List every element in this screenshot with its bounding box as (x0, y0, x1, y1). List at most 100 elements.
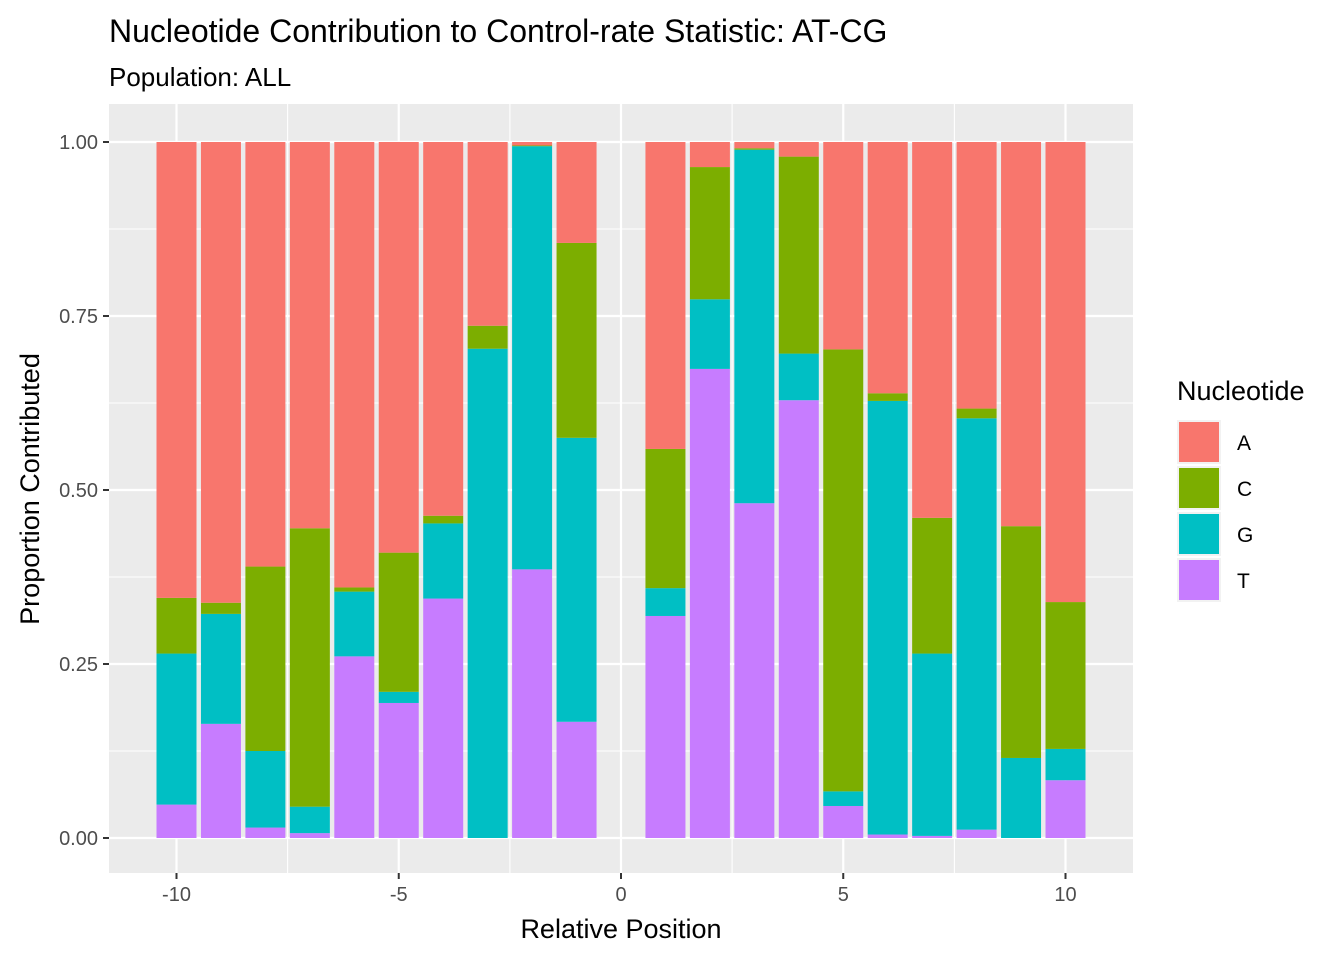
bar-segment-G-pos--6 (334, 591, 375, 657)
bar-segment-C-pos-2 (689, 167, 730, 300)
legend-label-T: T (1237, 570, 1250, 593)
bar-segment-C-pos-3 (734, 148, 775, 150)
bar-segment-C-pos-1 (645, 448, 686, 589)
x-tick-label: 10 (1054, 884, 1076, 906)
y-axis-title: Proportion Contributed (15, 353, 45, 625)
bar-segment-G-pos-3 (734, 149, 775, 504)
bar-segment-C-pos--3 (467, 325, 508, 349)
bar-segment-A-pos--5 (378, 142, 419, 553)
bar-segment-A-pos-9 (1001, 142, 1042, 527)
legend-label-G: G (1237, 524, 1253, 547)
legend-swatch-C (1179, 468, 1219, 508)
bar-segment-G-pos-7 (912, 653, 953, 836)
bar-segment-A-pos-7 (912, 142, 953, 518)
legend-label-C: C (1237, 478, 1252, 501)
bar-segment-G-pos--7 (289, 806, 330, 834)
x-tick-label: -10 (162, 884, 191, 906)
bar-segment-T-pos-8 (956, 829, 997, 838)
bar-segment-G-pos--9 (200, 613, 241, 724)
bar-segment-C-pos--8 (245, 566, 286, 751)
bar-segment-T-pos-4 (778, 400, 819, 838)
bar-segment-A-pos-5 (823, 142, 864, 350)
bar-segment-C-pos-4 (778, 156, 819, 354)
bar-segment-A-pos-1 (645, 142, 686, 449)
bar-segment-T-pos-7 (912, 835, 953, 838)
bar-segment-A-pos-3 (734, 142, 775, 149)
bar-segment-G-pos--1 (556, 437, 597, 722)
bar-segment-G-pos--10 (156, 653, 197, 805)
x-tick-label: -5 (390, 884, 408, 906)
y-tick-label: 0.00 (59, 828, 98, 850)
bar-segment-C-pos--9 (200, 602, 241, 614)
bar-segment-T-pos--9 (200, 723, 241, 838)
bar-segment-C-pos-9 (1001, 526, 1042, 758)
bar-segment-A-pos--1 (556, 142, 597, 243)
bar-segment-C-pos--10 (156, 597, 197, 654)
bar-segment-T-pos--8 (245, 827, 286, 838)
bar-segment-A-pos-10 (1045, 142, 1086, 603)
bar-segment-G-pos--3 (467, 348, 508, 838)
bar-segment-G-pos-2 (689, 299, 730, 369)
bar-segment-C-pos--6 (334, 587, 375, 592)
bar-segment-A-pos-2 (689, 142, 730, 168)
bar-segment-A-pos--3 (467, 142, 508, 326)
bar-segment-C-pos--2 (512, 145, 553, 147)
bar-segment-G-pos-10 (1045, 748, 1086, 781)
y-axis: 0.00 0.25 0.50 0.75 1.00 (59, 132, 109, 850)
bar-segment-A-pos--9 (200, 142, 241, 603)
bar-segment-G-pos-9 (1001, 757, 1042, 838)
bar-segment-T-pos--1 (556, 721, 597, 838)
bar-segment-C-pos--4 (423, 515, 464, 524)
bar-segment-A-pos--4 (423, 142, 464, 516)
bar-segment-G-pos-4 (778, 353, 819, 401)
y-tick-label: 0.50 (59, 480, 98, 502)
legend-swatch-G (1179, 514, 1219, 554)
bar-segment-G-pos-1 (645, 588, 686, 616)
bar-segment-C-pos-6 (867, 393, 908, 401)
bar-segment-A-pos--8 (245, 142, 286, 567)
bar-segment-G-pos--4 (423, 523, 464, 599)
bar-segment-A-pos--2 (512, 142, 553, 146)
bar-segment-G-pos-5 (823, 791, 864, 806)
bar-segment-C-pos--1 (556, 242, 597, 438)
bar-segment-C-pos--5 (378, 552, 419, 692)
chart-subtitle: Population: ALL (109, 62, 291, 92)
bar-segment-A-pos-8 (956, 142, 997, 409)
bar-segment-A-pos--10 (156, 142, 197, 598)
x-axis-title: Relative Position (520, 914, 721, 944)
legend-swatch-A (1179, 422, 1219, 462)
legend-label-A: A (1237, 432, 1251, 455)
bar-segment-C-pos--7 (289, 528, 330, 807)
bar-segment-T-pos--2 (512, 569, 553, 838)
bar-segment-C-pos-10 (1045, 602, 1086, 749)
legend-title: Nucleotide (1177, 376, 1305, 406)
bar-segment-G-pos-6 (867, 400, 908, 835)
bar-segment-A-pos-6 (867, 142, 908, 394)
bar-segment-T-pos--4 (423, 598, 464, 838)
legend-swatch-T (1179, 560, 1219, 600)
y-tick-label: 0.25 (59, 654, 98, 676)
bar-segment-T-pos-3 (734, 503, 775, 838)
bar-segment-T-pos-6 (867, 834, 908, 838)
bars-group (156, 142, 1086, 838)
bar-segment-G-pos--8 (245, 751, 286, 828)
bar-segment-T-pos-1 (645, 615, 686, 838)
bar-segment-C-pos-7 (912, 517, 953, 654)
y-tick-label: 0.75 (59, 306, 98, 328)
bar-segment-T-pos--5 (378, 702, 419, 838)
bar-segment-G-pos--5 (378, 691, 419, 703)
x-tick-label: 0 (615, 884, 626, 906)
bar-segment-A-pos-4 (778, 142, 819, 157)
x-tick-label: 5 (838, 884, 849, 906)
bar-segment-T-pos--7 (289, 833, 330, 838)
y-tick-label: 1.00 (59, 132, 98, 154)
bar-segment-C-pos-5 (823, 349, 864, 792)
bar-segment-G-pos-8 (956, 418, 997, 830)
bar-segment-A-pos--7 (289, 142, 330, 529)
bar-segment-G-pos--2 (512, 146, 553, 570)
bar-segment-T-pos-10 (1045, 780, 1086, 838)
